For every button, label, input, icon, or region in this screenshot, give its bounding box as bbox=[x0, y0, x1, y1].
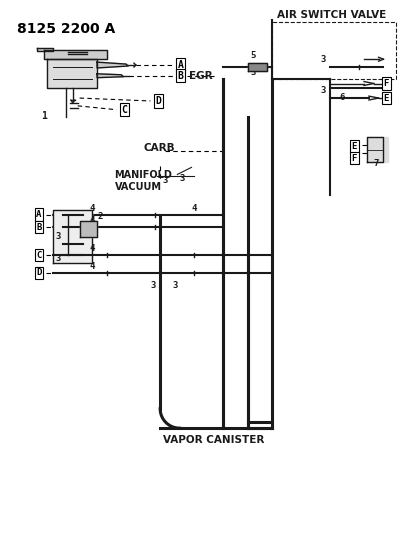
Polygon shape bbox=[97, 62, 128, 68]
Text: 8125 2200 A: 8125 2200 A bbox=[18, 22, 115, 36]
Text: 4: 4 bbox=[89, 262, 94, 271]
Text: 4: 4 bbox=[89, 216, 94, 225]
Text: 1: 1 bbox=[40, 111, 47, 122]
Polygon shape bbox=[97, 74, 123, 78]
Text: F: F bbox=[351, 154, 356, 163]
Text: E: E bbox=[351, 142, 356, 151]
Text: 3: 3 bbox=[319, 86, 325, 95]
Text: 3: 3 bbox=[162, 175, 167, 184]
Text: CARB: CARB bbox=[143, 143, 175, 154]
Text: 3: 3 bbox=[172, 281, 178, 290]
Text: 4: 4 bbox=[191, 204, 196, 213]
Text: AIR SWITCH VALVE: AIR SWITCH VALVE bbox=[276, 11, 385, 20]
Text: 4: 4 bbox=[89, 245, 94, 254]
Polygon shape bbox=[53, 209, 92, 263]
Text: 7: 7 bbox=[373, 159, 378, 168]
Text: VAPOR CANISTER: VAPOR CANISTER bbox=[162, 435, 264, 445]
Text: B: B bbox=[36, 223, 41, 232]
Text: D: D bbox=[155, 96, 161, 106]
Text: 3: 3 bbox=[179, 174, 184, 183]
Text: A: A bbox=[177, 60, 183, 70]
Polygon shape bbox=[47, 59, 97, 88]
Polygon shape bbox=[79, 221, 97, 237]
Polygon shape bbox=[44, 50, 106, 59]
Text: B: B bbox=[177, 71, 183, 80]
Text: 5: 5 bbox=[250, 51, 255, 60]
Polygon shape bbox=[37, 47, 53, 52]
Text: 3: 3 bbox=[250, 68, 255, 77]
Polygon shape bbox=[366, 137, 387, 162]
Text: 6: 6 bbox=[339, 93, 344, 102]
Text: A: A bbox=[36, 210, 41, 219]
Text: 3: 3 bbox=[150, 281, 155, 290]
Text: 3: 3 bbox=[55, 232, 61, 241]
Text: EGR: EGR bbox=[189, 71, 212, 80]
Polygon shape bbox=[247, 63, 266, 71]
Text: 4: 4 bbox=[89, 204, 94, 213]
Text: E: E bbox=[383, 94, 388, 102]
Text: 2: 2 bbox=[97, 213, 102, 221]
Text: C: C bbox=[36, 251, 41, 260]
Text: C: C bbox=[121, 104, 127, 115]
Text: 3: 3 bbox=[319, 55, 325, 64]
Text: MANIFOLD
VACUUM: MANIFOLD VACUUM bbox=[114, 170, 172, 191]
Text: F: F bbox=[383, 79, 388, 88]
Text: D: D bbox=[36, 268, 41, 277]
Text: 3: 3 bbox=[55, 254, 61, 263]
